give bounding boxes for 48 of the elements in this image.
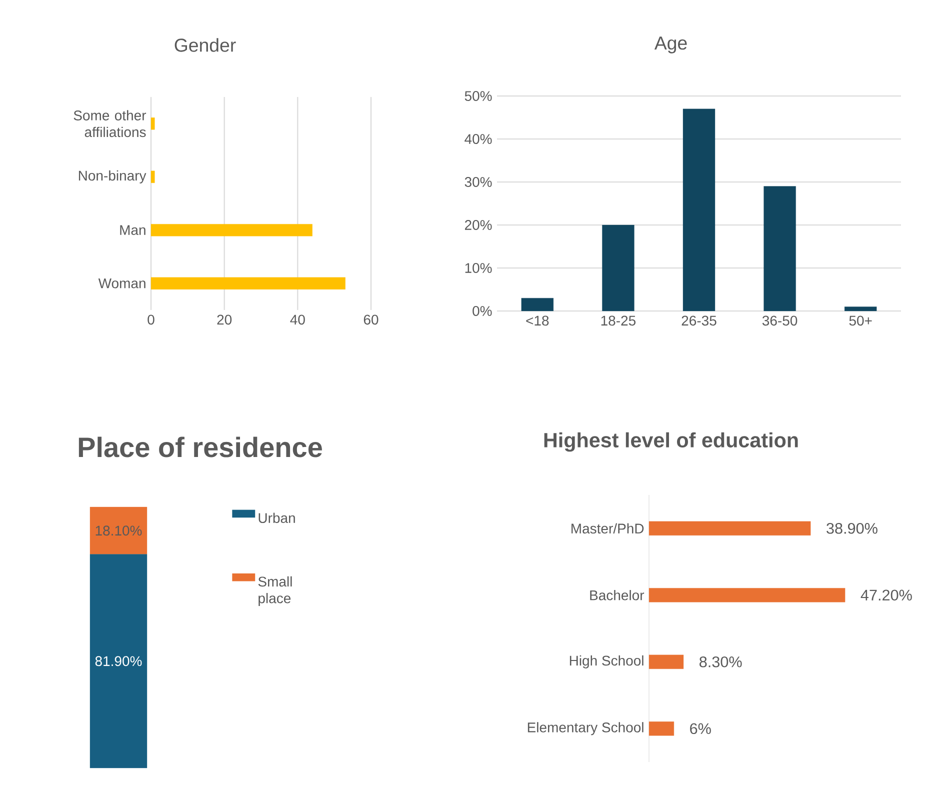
y-tick-label: High School xyxy=(570,655,644,668)
bar xyxy=(648,521,811,536)
x-tick-label: 36-50 xyxy=(762,316,798,326)
y-tick-label: Some other affiliations xyxy=(74,110,146,138)
bar xyxy=(682,108,716,312)
bar xyxy=(844,306,877,312)
bar xyxy=(764,186,796,312)
x-tick-label: 50+ xyxy=(849,316,872,326)
bar xyxy=(648,654,684,669)
bar xyxy=(150,118,155,130)
bar xyxy=(521,298,554,312)
y-tick-label: 20% xyxy=(464,220,492,230)
x-tick-label: 26-35 xyxy=(682,316,716,326)
bar xyxy=(150,224,312,236)
y-tick-label: 0% xyxy=(472,306,492,316)
y-tick-label: Master/PhD xyxy=(572,523,644,534)
bar xyxy=(150,170,155,183)
y-tick-label: Bachelor xyxy=(590,590,644,600)
x-tick-label: 40 xyxy=(290,314,305,325)
data-label: 6% xyxy=(690,723,711,734)
x-tick-label: 0 xyxy=(148,314,154,325)
bar xyxy=(648,722,674,736)
data-label: 38.90% xyxy=(826,522,878,534)
y-tick-label: Elementary School xyxy=(528,722,644,736)
x-tick-label: 60 xyxy=(364,314,378,325)
chart-title: Place of residence xyxy=(78,436,322,458)
y-tick-label: Man xyxy=(120,225,146,236)
data-label: 81.90% xyxy=(95,656,142,666)
chart-title: Highest level of education xyxy=(544,432,798,452)
y-tick-label: 50% xyxy=(464,91,492,101)
x-tick-label: 18-25 xyxy=(601,316,636,326)
x-tick-label: <18 xyxy=(526,316,549,326)
bar xyxy=(648,588,846,602)
data-label: 47.20% xyxy=(860,590,912,601)
y-tick-label: Woman xyxy=(98,278,146,288)
legend-label: Urban xyxy=(258,512,295,524)
bar xyxy=(602,224,634,312)
bar xyxy=(150,277,346,290)
legend-label: Small place xyxy=(258,576,292,606)
y-tick-label: Non-binary xyxy=(78,170,146,184)
y-tick-label: 40% xyxy=(464,134,492,144)
x-tick-label: 20 xyxy=(217,314,232,325)
chart-title: Age xyxy=(654,36,687,54)
y-tick-label: 30% xyxy=(464,177,492,187)
chart-title: Gender xyxy=(174,38,236,52)
data-label: 18.10% xyxy=(96,526,142,536)
data-label: 8.30% xyxy=(700,656,742,668)
y-tick-label: 10% xyxy=(465,263,492,273)
